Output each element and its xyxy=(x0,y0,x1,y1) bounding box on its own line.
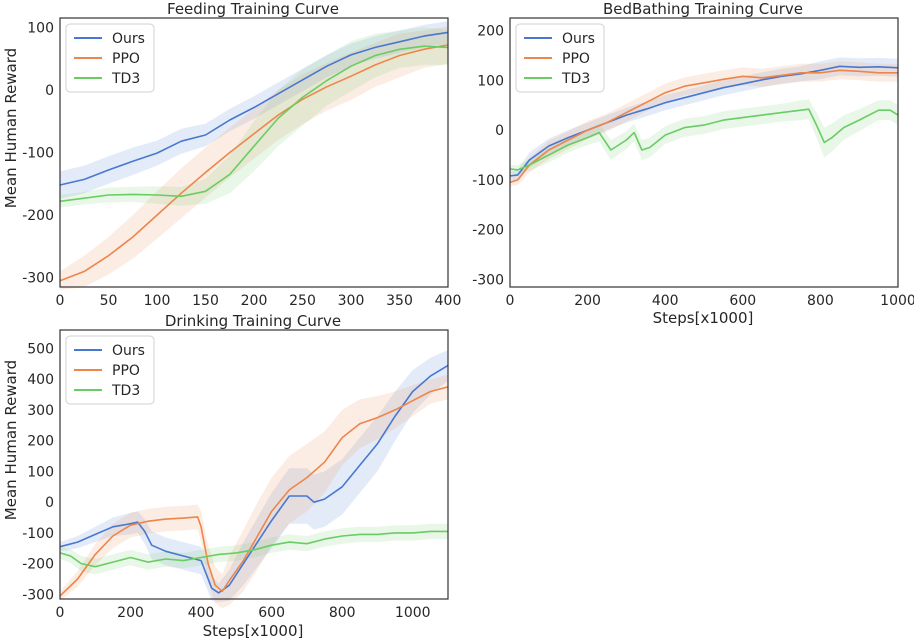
x-tick-label: 800 xyxy=(329,605,356,621)
x-tick-label: 200 xyxy=(117,605,144,621)
series-band-td3 xyxy=(60,27,448,208)
legend-box xyxy=(515,23,605,93)
plot-frame xyxy=(59,17,449,288)
series-line-ppo xyxy=(509,69,898,184)
legend-label-ours: Ours xyxy=(562,31,595,47)
x-tick-label: 0 xyxy=(56,605,65,621)
x-tick-label: 0 xyxy=(506,293,515,309)
series-line-ppo xyxy=(59,44,449,282)
x-tick-label: 350 xyxy=(386,293,413,309)
legend: Ours PPO TD3 xyxy=(515,23,605,93)
chart-title: BedBathing Training Curve xyxy=(603,0,803,18)
x-tick-label: 0 xyxy=(56,293,65,309)
y-axis-title: Mean Human Reward xyxy=(2,360,20,520)
legend-box xyxy=(65,23,155,93)
y-tick-label: 0 xyxy=(495,123,504,139)
series-band-ours xyxy=(60,350,448,603)
y-tick-label: 300 xyxy=(27,403,54,419)
series-band-td3 xyxy=(510,99,898,175)
y-tick-label: -200 xyxy=(22,557,54,573)
x-tick-label: 300 xyxy=(338,293,365,309)
y-tick-label: -300 xyxy=(22,271,54,287)
series-band-ppo xyxy=(510,61,898,187)
y-tick-label: 200 xyxy=(477,23,504,39)
chart-feeding: Feeding Training Curve 0 50 100 150 200 250 30… xyxy=(2,0,461,309)
legend-label-ppo: PPO xyxy=(112,363,140,379)
series-band-ppo xyxy=(60,26,448,291)
legend: Ours PPO TD3 xyxy=(65,23,155,93)
y-tick-label: -100 xyxy=(472,173,504,189)
legend-box xyxy=(65,335,155,405)
series-line-ours xyxy=(59,31,449,186)
legend-label-td3: TD3 xyxy=(111,71,140,87)
legend-label-td3: TD3 xyxy=(111,383,140,399)
legend-label-ppo: PPO xyxy=(112,51,140,67)
plot-frame xyxy=(59,329,449,600)
y-tick-label: 100 xyxy=(27,20,54,36)
chart-title: Feeding Training Curve xyxy=(167,0,339,18)
y-tick-label: 500 xyxy=(27,341,54,357)
legend: Ours PPO TD3 xyxy=(65,335,155,405)
x-tick-label: 150 xyxy=(192,293,219,309)
chart-bedbathing: BedBathing Training Curve 0 200 400 600 800 1… xyxy=(472,0,914,327)
series-line-td3 xyxy=(509,108,899,171)
x-tick-label: 1000 xyxy=(880,293,914,309)
series-line-ours xyxy=(59,364,449,594)
x-tick-label: 100 xyxy=(144,293,171,309)
x-tick-label: 600 xyxy=(729,293,756,309)
y-tick-label: 0 xyxy=(45,83,54,99)
series-band-ours xyxy=(510,57,898,180)
x-tick-label: 400 xyxy=(652,293,679,309)
x-tick-label: 200 xyxy=(241,293,268,309)
x-tick-label: 400 xyxy=(188,605,215,621)
x-tick-label: 800 xyxy=(807,293,834,309)
x-tick-label: 400 xyxy=(435,293,462,309)
x-tick-label: 600 xyxy=(258,605,285,621)
series-band-ppo xyxy=(60,374,448,609)
legend-label-td3: TD3 xyxy=(561,71,590,87)
series-line-ours xyxy=(509,65,899,177)
series-line-ppo xyxy=(59,386,449,597)
legend-label-ppo: PPO xyxy=(562,51,590,67)
y-tick-label: -300 xyxy=(22,587,54,603)
legend-label-ours: Ours xyxy=(112,343,145,359)
y-tick-label: 0 xyxy=(45,495,54,511)
x-axis-title: Steps[x1000] xyxy=(203,622,304,640)
y-tick-label: -100 xyxy=(22,526,54,542)
y-tick-label: 400 xyxy=(27,372,54,388)
series-line-td3 xyxy=(59,530,448,568)
chart-title: Drinking Training Curve xyxy=(165,312,341,330)
x-tick-label: 1000 xyxy=(395,605,431,621)
series-line-td3 xyxy=(59,45,449,203)
y-tick-label: -200 xyxy=(472,223,504,239)
x-axis-title: Steps[x1000] xyxy=(653,309,754,327)
x-tick-label: 200 xyxy=(574,293,601,309)
chart-drinking: Drinking Training Curve 0 200 400 600 800 100… xyxy=(2,312,449,640)
y-tick-label: 200 xyxy=(27,434,54,450)
x-tick-label: 50 xyxy=(100,293,118,309)
y-tick-label: 100 xyxy=(477,73,504,89)
y-tick-label: -200 xyxy=(22,208,54,224)
y-tick-label: -100 xyxy=(22,146,54,162)
plot-frame xyxy=(509,17,899,288)
legend-label-ours: Ours xyxy=(112,31,145,47)
y-tick-label: -300 xyxy=(472,273,504,289)
x-tick-label: 250 xyxy=(289,293,316,309)
y-axis-title: Mean Human Reward xyxy=(2,48,20,208)
y-tick-label: 100 xyxy=(27,464,54,480)
